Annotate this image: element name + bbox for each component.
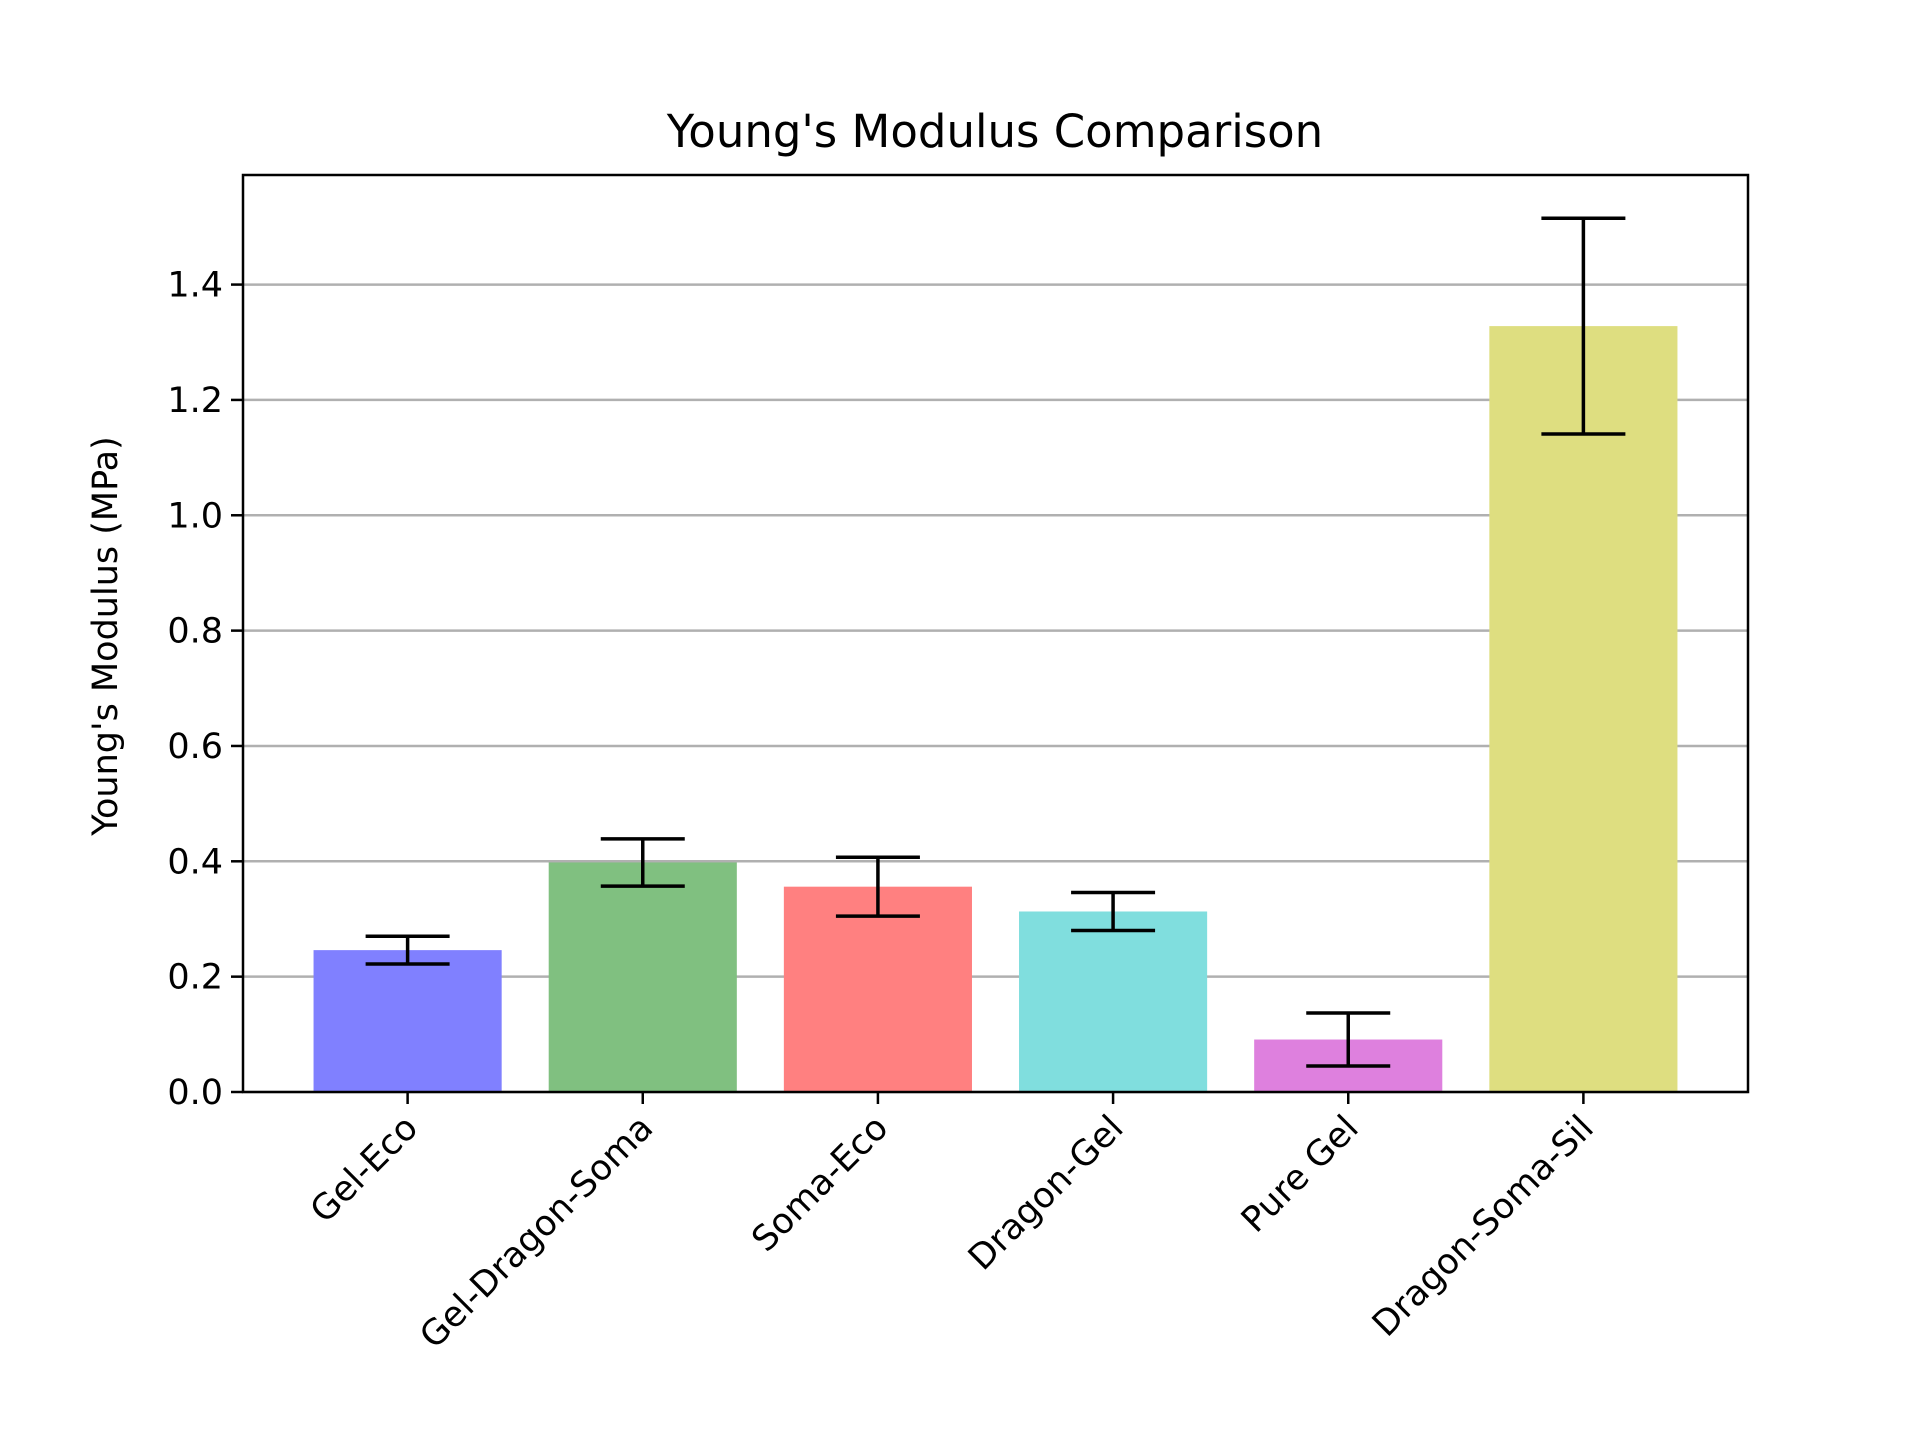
- x-tick-label: Gel-Eco: [303, 1108, 426, 1231]
- bars: [313, 326, 1678, 1092]
- error-bar: [1541, 216, 1626, 436]
- bar-dragon-gel: [1019, 911, 1208, 1092]
- bar-soma-eco: [783, 886, 972, 1092]
- y-tick-label: 0.8: [167, 612, 223, 652]
- error-bar: [835, 855, 920, 918]
- y-tick-label: 0.0: [167, 1073, 223, 1113]
- y-axis-label: Young's Modulus (MPa): [86, 436, 126, 836]
- x-tick-label: Pure Gel: [1234, 1108, 1366, 1240]
- error-bar: [1071, 890, 1156, 933]
- y-tick-label: 1.4: [167, 266, 223, 306]
- y-tick-label: 1.2: [167, 381, 223, 421]
- y-axis-ticks: 0.0 0.2 0.4 0.6 0.8 1.0 1.2 1.4: [167, 266, 243, 1113]
- y-tick-label: 0.2: [167, 958, 223, 998]
- x-tick-label: Gel-Dragon-Soma: [413, 1108, 661, 1356]
- error-bars: [365, 216, 1626, 1068]
- error-bar: [365, 934, 450, 966]
- bar-gel-dragon-soma: [548, 862, 737, 1092]
- x-tick-label: Dragon-Gel: [961, 1108, 1131, 1278]
- plot-frame: [241, 173, 1750, 1094]
- bar-gel-eco: [313, 950, 502, 1092]
- chart-title: Young's Modulus Comparison: [666, 105, 1323, 158]
- error-bar: [1306, 1011, 1391, 1068]
- x-tick-label: Soma-Eco: [745, 1108, 897, 1260]
- error-bar: [600, 837, 685, 888]
- y-tick-label: 1.0: [167, 496, 223, 536]
- y-tick-label: 0.6: [167, 727, 223, 767]
- x-tick-label: Dragon-Soma-Sil: [1365, 1108, 1602, 1345]
- bar-dragon-soma-sil: [1489, 326, 1678, 1092]
- y-tick-label: 0.4: [167, 842, 223, 882]
